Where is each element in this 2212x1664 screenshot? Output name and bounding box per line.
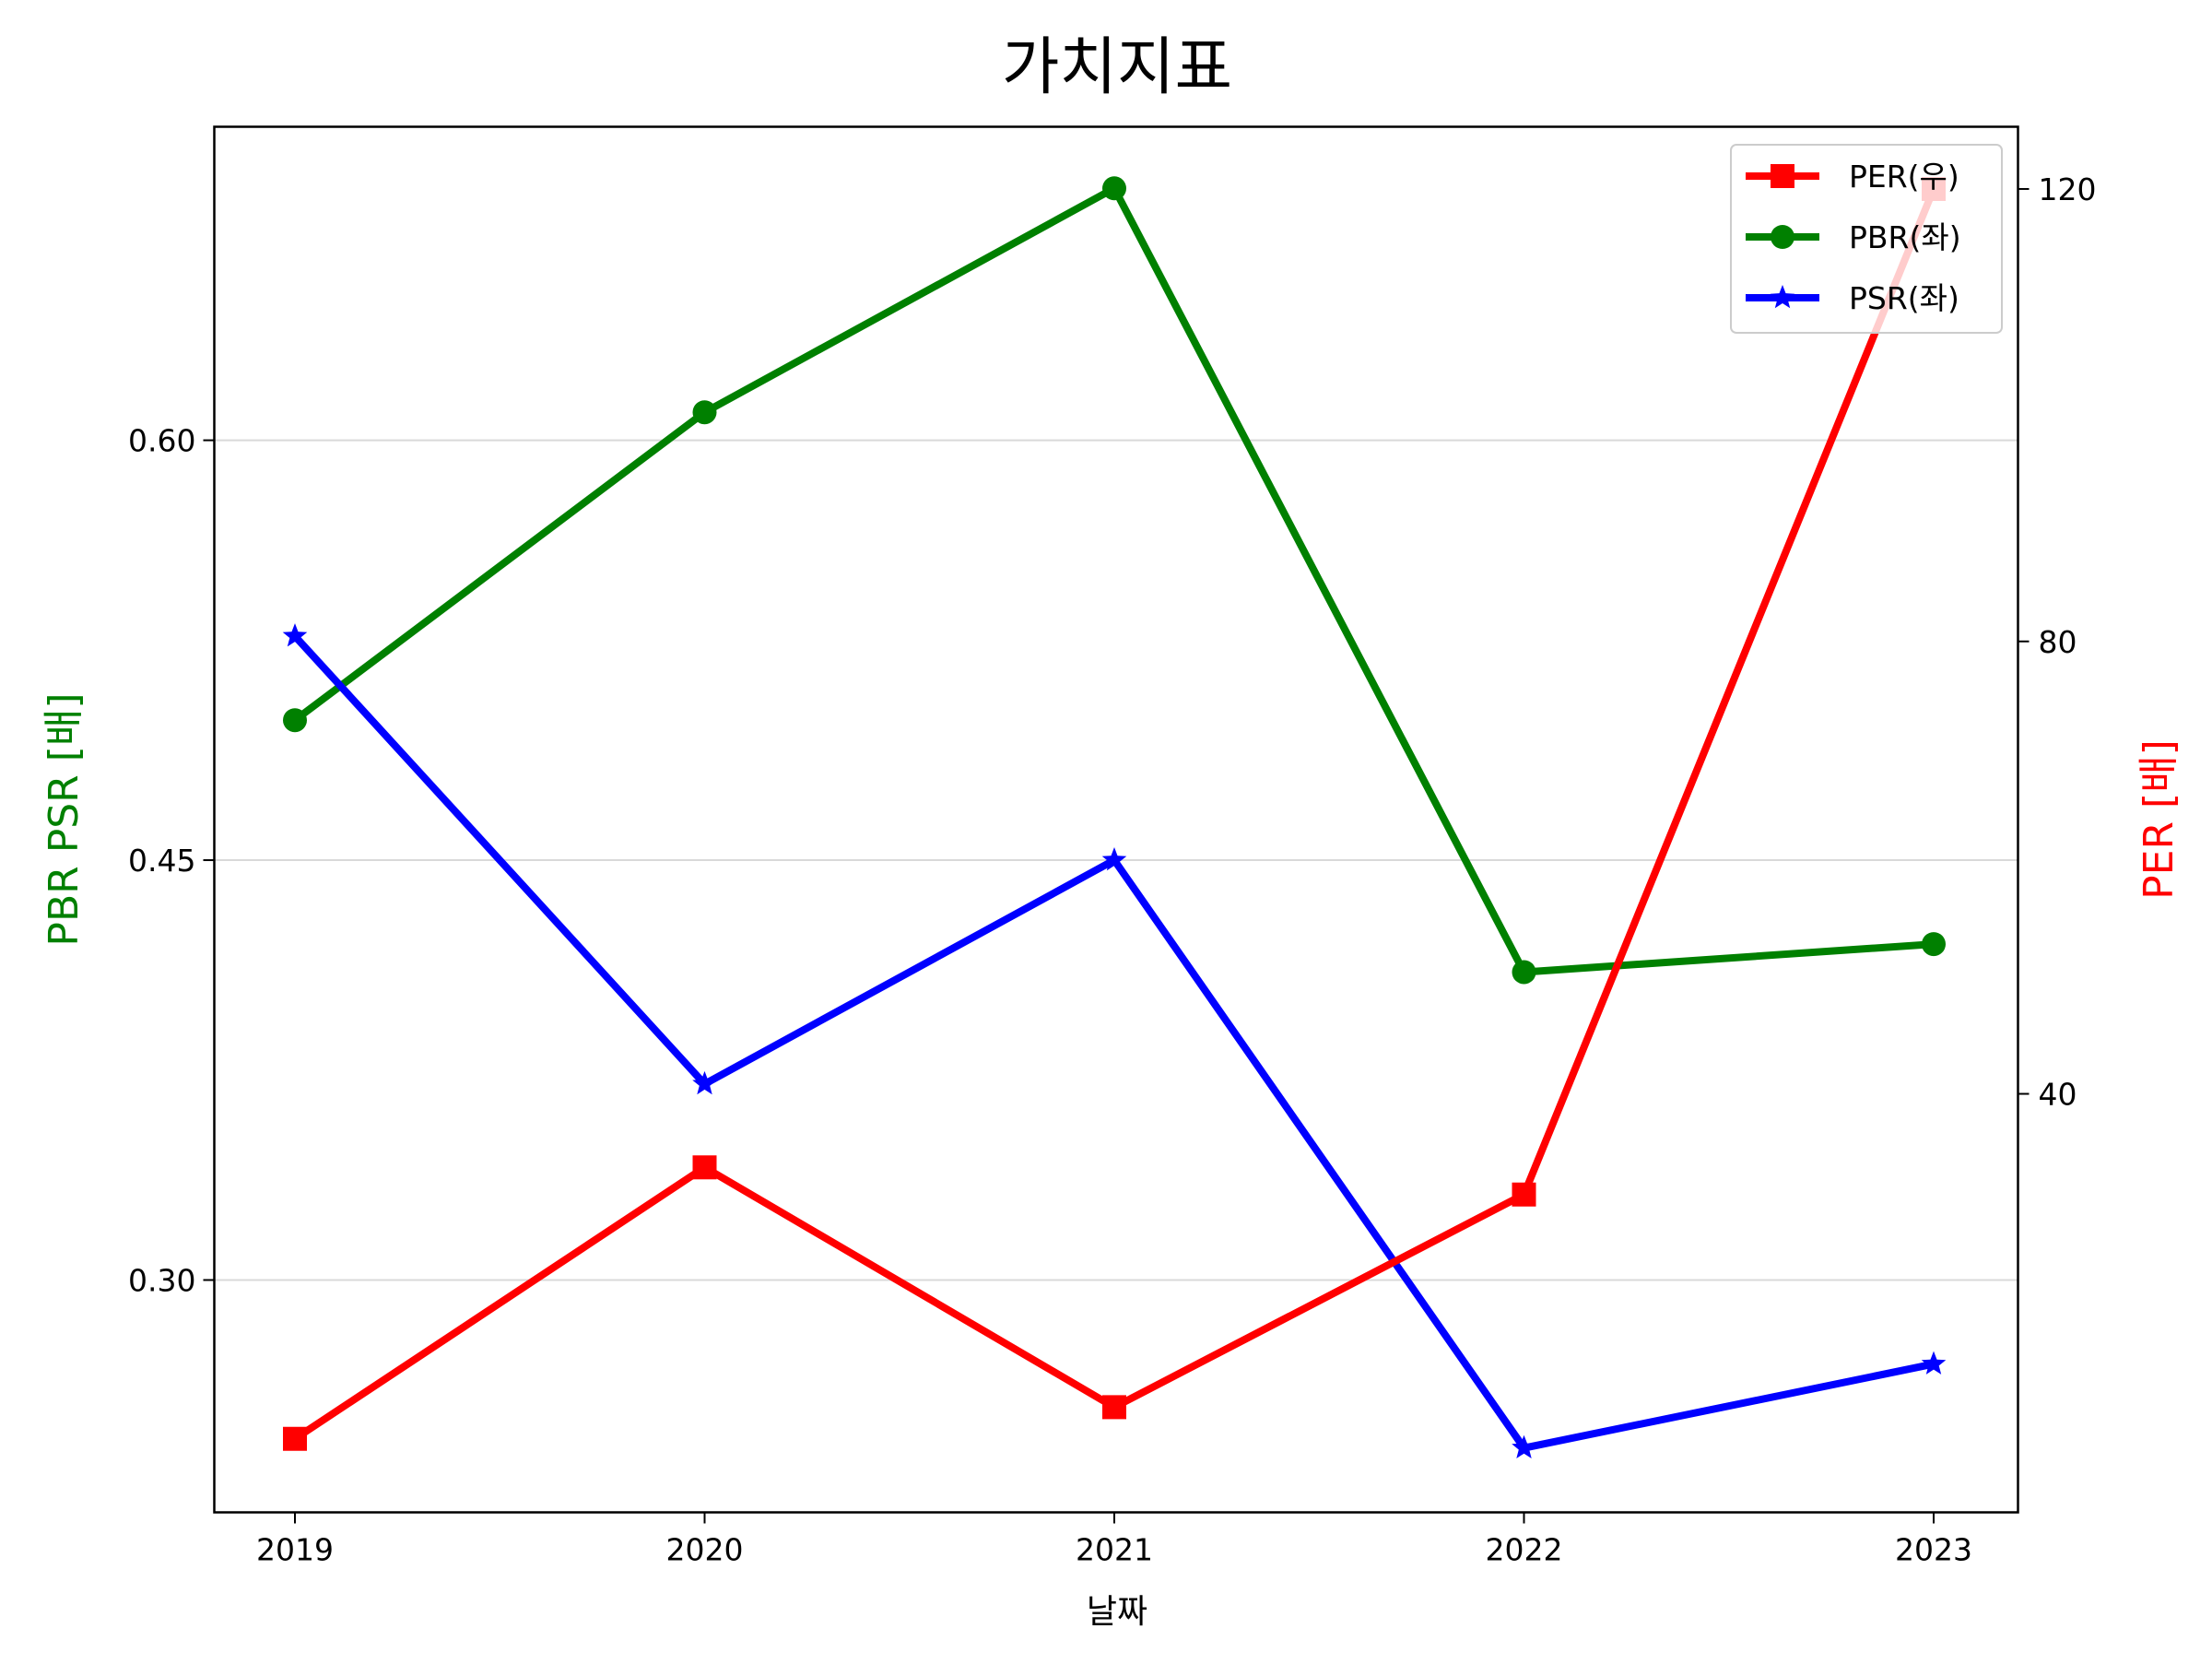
legend-marker-per xyxy=(1771,164,1794,188)
series-pbr xyxy=(283,176,1946,985)
per-point xyxy=(283,1426,307,1451)
x-tick-label: 2022 xyxy=(1486,1532,1563,1568)
x-tick-label: 2019 xyxy=(256,1532,334,1568)
pbr-point xyxy=(1102,176,1126,201)
right-y-tick-label: 120 xyxy=(2039,171,2097,207)
right-y-tick-label: 80 xyxy=(2039,624,2077,660)
pbr-point xyxy=(692,400,717,425)
pbr-point xyxy=(1922,932,1946,957)
series-psr xyxy=(282,623,1947,1458)
x-tick-label: 2021 xyxy=(1076,1532,1153,1568)
right-y-axis: 40 80 120 xyxy=(2018,171,2097,1113)
legend-box xyxy=(1730,144,2003,334)
left-y-tick-label: 0.60 xyxy=(128,423,195,459)
legend-marker-pbr xyxy=(1771,225,1794,249)
legend-label-psr: PSR(좌) xyxy=(1849,280,1959,316)
left-y-tick-label: 0.30 xyxy=(128,1262,195,1298)
per-point xyxy=(1512,1182,1536,1207)
series-per xyxy=(283,176,1946,1451)
pbr-point xyxy=(1512,960,1536,985)
left-y-tick-label: 0.45 xyxy=(128,843,195,879)
legend-marker-psr xyxy=(1770,285,1795,309)
series-layer xyxy=(282,176,1947,1458)
legend: PER(우) PBR(좌) PSR(좌) xyxy=(1730,144,2003,334)
x-tick-label: 2020 xyxy=(666,1532,744,1568)
legend-label-per: PER(우) xyxy=(1849,159,1959,195)
right-y-axis-label: PER [배] xyxy=(2136,739,2183,900)
psr-point xyxy=(692,1070,717,1095)
pbr-point xyxy=(283,708,307,733)
x-tick-label: 2023 xyxy=(1895,1532,1972,1568)
chart-title: 가치지표 xyxy=(1002,31,1232,104)
left-y-axis-label: PBR PSR [배] xyxy=(41,692,88,946)
x-axis-label: 날짜 xyxy=(1087,1593,1147,1631)
plot-frame xyxy=(213,125,2019,1514)
psr-point xyxy=(1512,1434,1536,1458)
right-y-tick-label: 40 xyxy=(2039,1077,2077,1113)
psr-point xyxy=(282,623,308,647)
per-point xyxy=(692,1155,717,1180)
legend-label-pbr: PBR(좌) xyxy=(1849,219,1961,255)
per-point xyxy=(1102,1395,1126,1420)
x-axis: 2019 2020 2021 2022 2023 xyxy=(256,1512,1972,1568)
left-y-axis: 0.30 0.45 0.60 xyxy=(128,423,215,1298)
psr-point xyxy=(1101,847,1127,871)
psr-point xyxy=(1921,1351,1947,1375)
